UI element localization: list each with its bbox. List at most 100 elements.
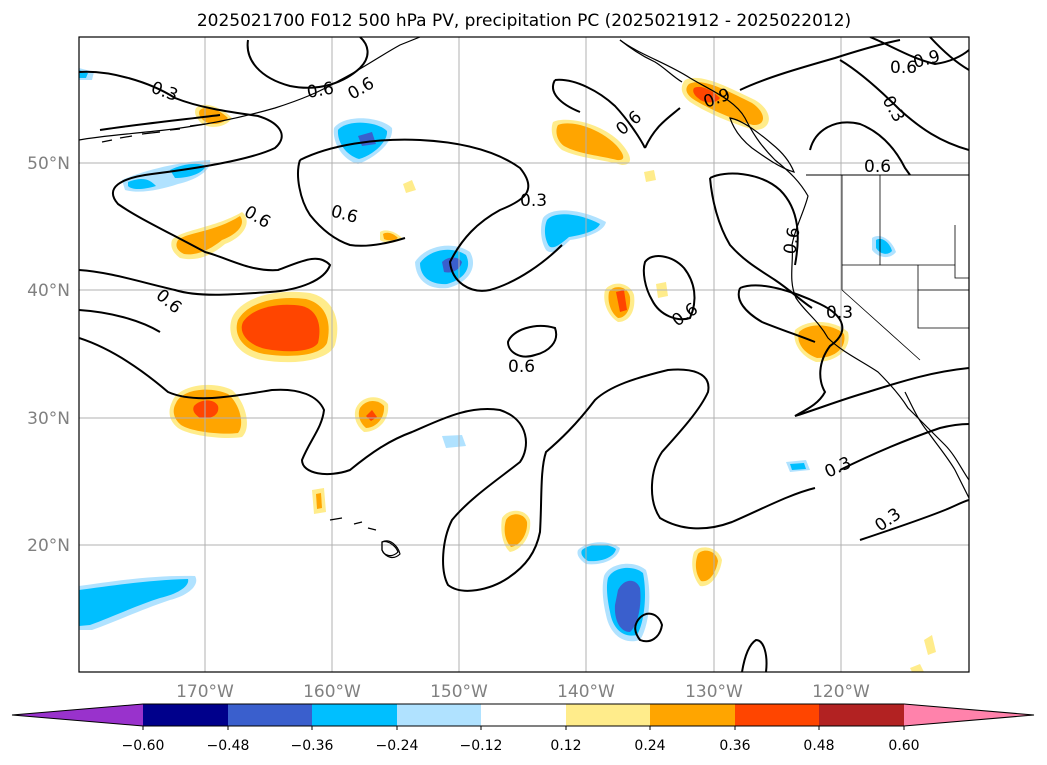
colorbar-tick-label: −0.36 (291, 738, 334, 754)
contour-label: 0.3 (826, 303, 853, 323)
pv-contour (739, 284, 969, 417)
pv-contour (739, 39, 901, 91)
precip-negative-region (79, 579, 189, 626)
precip-positive-region (644, 170, 656, 182)
colorbar-tick-label: −0.24 (376, 738, 419, 754)
pv-contour (554, 78, 646, 149)
precip-negative-region (581, 544, 616, 562)
colorbar: −0.60 −0.48 −0.36 −0.24 −0.12 0.12 0.24 … (11, 703, 1035, 754)
lat-label-50n: 50°N (27, 154, 70, 174)
colorbar-segments (11, 703, 1035, 730)
colorbar-segment (143, 704, 228, 726)
longitude-labels: 170°W 160°W 150°W 140°W 130°W 120°W (176, 682, 870, 702)
pv-contour (709, 177, 813, 309)
pv-contour (741, 638, 768, 672)
pv-contour (79, 309, 161, 333)
vancouver-island (729, 117, 796, 173)
precip-positive-region (241, 304, 320, 352)
pv-contour (552, 79, 581, 113)
contour-label: 0.6 (890, 58, 917, 78)
colorbar-segment (228, 704, 312, 726)
lon-label-170w: 170°W (176, 682, 234, 702)
precip-positive-region (193, 400, 219, 419)
pv-contour (859, 499, 969, 541)
lat-label-40n: 40°N (27, 281, 70, 301)
graticule (79, 37, 969, 672)
pv-contour (929, 37, 969, 71)
pv-contour (642, 255, 696, 321)
precip-positive-region (504, 514, 528, 547)
lon-label-160w: 160°W (303, 682, 361, 702)
pv-contour (79, 337, 816, 592)
colorbar-tick-labels: −0.60 −0.48 −0.36 −0.24 −0.12 0.12 0.24 … (122, 738, 920, 754)
precip-negative-region (442, 257, 462, 273)
lat-label-30n: 30°N (27, 409, 70, 429)
contour-label: 0.3 (520, 191, 547, 211)
lon-label-140w: 140°W (557, 682, 615, 702)
contour-label: 0.6 (305, 79, 335, 103)
colorbar-tick-label: 0.24 (634, 738, 665, 754)
precip-positive-region (403, 180, 416, 193)
pv-contour (839, 59, 969, 151)
north-america-coastline (619, 39, 969, 481)
precip-negative-region (790, 463, 806, 470)
lon-label-130w: 130°W (685, 682, 743, 702)
colorbar-extension-high (904, 704, 1034, 726)
hawaii-big-island (381, 540, 401, 559)
precip-positive-region (693, 86, 720, 103)
contour-label: 0.6 (864, 157, 891, 177)
colorbar-segment (735, 704, 819, 726)
colorbar-segment (312, 704, 397, 726)
state-borders (841, 175, 969, 361)
colorbar-tick-label: −0.60 (122, 738, 165, 754)
precip-positive-region (798, 325, 845, 358)
pv-contour-layer (79, 37, 969, 672)
pv-contour (99, 114, 221, 131)
colorbar-tick-label: 0.12 (550, 738, 581, 754)
colorbar-tick-label: −0.48 (207, 738, 250, 754)
colorbar-extension-low (12, 704, 143, 726)
precip-negative-region (442, 435, 466, 448)
precip-positive-region (910, 664, 924, 672)
pv-contour (839, 423, 969, 471)
pv-contour (869, 37, 969, 66)
map-title: 2025021700 F012 500 hPa PV, precipitatio… (197, 11, 851, 31)
baja-coastline (904, 391, 969, 499)
pv-contour (709, 172, 799, 266)
pv-contour (809, 121, 911, 176)
pv-contour (634, 612, 664, 643)
latitude-labels: 20°N 30°N 40°N 50°N (27, 154, 70, 556)
precip-positive-region (316, 493, 322, 509)
contour-label: 0.6 (508, 357, 535, 377)
map-panel: 0.3 0.6 0.6 0.6 0.6 0.3 0.6 0.6 0.6 0.3 … (78, 36, 970, 673)
pv-contour (644, 107, 681, 149)
precip-negative-region (614, 580, 641, 632)
colorbar-tick-label: 0.60 (888, 738, 919, 754)
precip-positive-region (924, 635, 936, 655)
southeast-alaska-coast (619, 39, 683, 83)
precip-positive-region (556, 123, 624, 161)
pv-contour (506, 324, 558, 358)
map-frame (78, 36, 970, 673)
colorbar-tick-label: 0.48 (803, 738, 834, 754)
pv-contour (246, 37, 369, 89)
hawaiian-islands (329, 517, 399, 557)
colorbar-segment (819, 704, 904, 726)
colorbar-segment (481, 704, 566, 726)
contour-label: 0.6 (780, 226, 804, 256)
lon-label-150w: 150°W (430, 682, 488, 702)
pv-contour (299, 138, 563, 292)
aleutian-islands (101, 123, 206, 143)
colorbar-segment (650, 704, 735, 726)
precip-positive-region (383, 232, 398, 241)
colorbar-tick-label: −0.12 (460, 738, 503, 754)
pv-contour (297, 159, 406, 247)
pv-contour (79, 70, 332, 296)
colorbar-segment (397, 704, 481, 726)
lat-label-20n: 20°N (27, 536, 70, 556)
lon-label-120w: 120°W (812, 682, 870, 702)
colorbar-tick-label: 0.36 (719, 738, 750, 754)
precip-positive-region (616, 290, 627, 312)
precip-positive-region (695, 550, 718, 582)
